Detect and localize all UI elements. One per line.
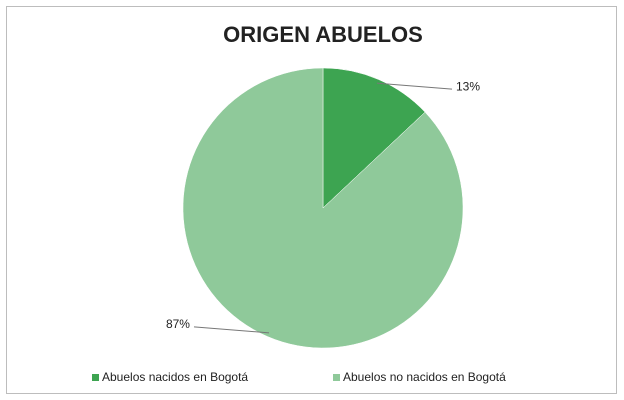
data-label: 13% (456, 79, 480, 93)
legend-swatch (333, 374, 340, 381)
leader-line (193, 326, 270, 334)
chart-title: ORIGEN ABUELOS (223, 22, 423, 47)
pie-slice (182, 67, 464, 349)
pie-slice (322, 67, 426, 209)
legend-label: Abuelos no nacidos en Bogotá (343, 370, 506, 384)
legend-swatch (92, 374, 99, 381)
data-label: 87% (166, 317, 190, 331)
legend-label: Abuelos nacidos en Bogotá (102, 370, 248, 384)
leader-line (376, 82, 453, 90)
